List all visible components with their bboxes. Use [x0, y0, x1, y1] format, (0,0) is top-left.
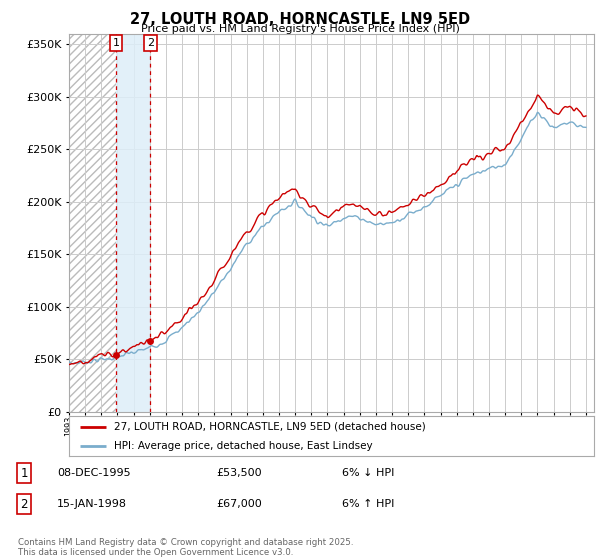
Text: £67,000: £67,000	[216, 499, 262, 509]
Text: 6% ↑ HPI: 6% ↑ HPI	[342, 499, 394, 509]
Text: Contains HM Land Registry data © Crown copyright and database right 2025.
This d: Contains HM Land Registry data © Crown c…	[18, 538, 353, 557]
Text: 2: 2	[147, 38, 154, 48]
Text: 27, LOUTH ROAD, HORNCASTLE, LN9 5ED (detached house): 27, LOUTH ROAD, HORNCASTLE, LN9 5ED (det…	[113, 422, 425, 432]
Text: 15-JAN-1998: 15-JAN-1998	[57, 499, 127, 509]
Text: 6% ↓ HPI: 6% ↓ HPI	[342, 468, 394, 478]
Bar	[116, 34, 151, 412]
Text: 27, LOUTH ROAD, HORNCASTLE, LN9 5ED: 27, LOUTH ROAD, HORNCASTLE, LN9 5ED	[130, 12, 470, 27]
Text: 2: 2	[20, 497, 28, 511]
Text: 1: 1	[113, 38, 119, 48]
Text: Price paid vs. HM Land Registry's House Price Index (HPI): Price paid vs. HM Land Registry's House …	[140, 24, 460, 34]
Text: HPI: Average price, detached house, East Lindsey: HPI: Average price, detached house, East…	[113, 441, 372, 450]
Text: 1: 1	[20, 466, 28, 480]
Text: 08-DEC-1995: 08-DEC-1995	[57, 468, 131, 478]
Text: £53,500: £53,500	[216, 468, 262, 478]
